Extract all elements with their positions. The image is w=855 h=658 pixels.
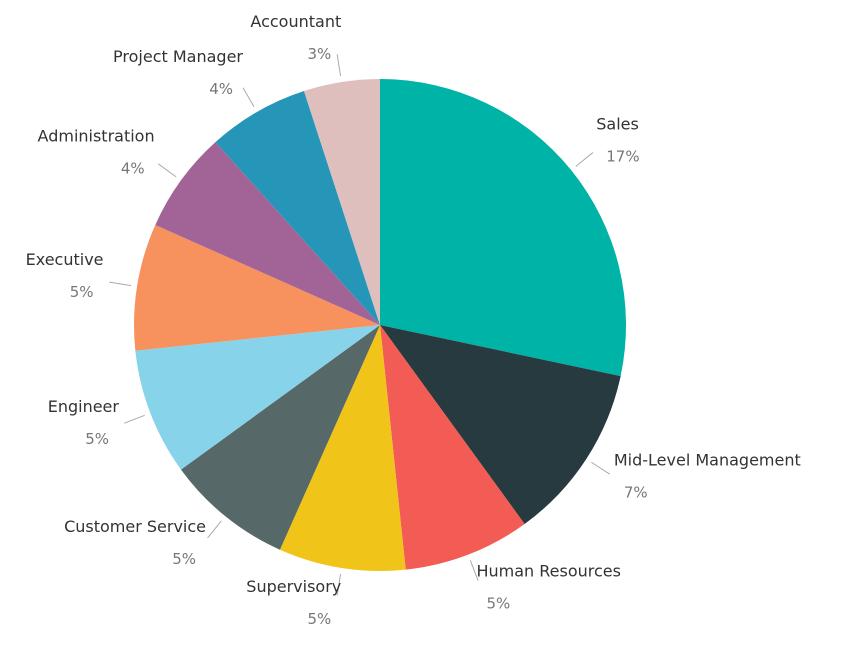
pie-slice	[380, 325, 525, 570]
leader-line	[109, 281, 132, 287]
pie-slice	[279, 325, 406, 571]
slice-label: Customer Service	[64, 517, 206, 536]
slice-label: Human Resources	[476, 562, 621, 581]
leader-line	[591, 461, 611, 475]
slice-value-label: 4%	[121, 159, 145, 177]
slice-label: Administration	[38, 126, 155, 145]
slice-value-label: 7%	[624, 483, 648, 501]
slice-value-label: 5%	[85, 430, 109, 448]
pie-slice	[180, 325, 380, 550]
pie-slice	[135, 325, 380, 470]
pie-slice	[303, 79, 380, 325]
slice-value-label: 4%	[209, 80, 233, 98]
slice-label: Supervisory	[246, 577, 341, 596]
pie-slice	[380, 79, 626, 377]
slice-value-label: 17%	[606, 148, 639, 166]
slice-label: Sales	[596, 115, 639, 134]
leader-line	[575, 152, 594, 167]
slice-label: Executive	[26, 250, 104, 269]
pie-slice	[380, 325, 621, 525]
slice-value-label: 3%	[307, 45, 331, 63]
slice-value-label: 5%	[486, 595, 510, 613]
slice-label: Project Manager	[113, 47, 243, 66]
leader-line	[469, 560, 479, 581]
slice-label: Accountant	[250, 12, 341, 31]
pie-slice	[133, 224, 380, 351]
leader-line	[207, 520, 222, 539]
leader-line	[336, 54, 342, 77]
slice-value-label: 5%	[70, 283, 94, 301]
slice-label: Mid-Level Management	[614, 450, 801, 469]
slice-value-label: 5%	[307, 610, 331, 628]
pie-slice	[155, 142, 380, 325]
slice-value-label: 5%	[172, 550, 196, 568]
leader-line	[336, 573, 342, 596]
leader-line	[158, 163, 177, 178]
slice-label: Engineer	[48, 397, 120, 416]
pie-slice	[215, 91, 380, 325]
leader-line	[242, 87, 255, 108]
leader-line	[124, 414, 145, 424]
